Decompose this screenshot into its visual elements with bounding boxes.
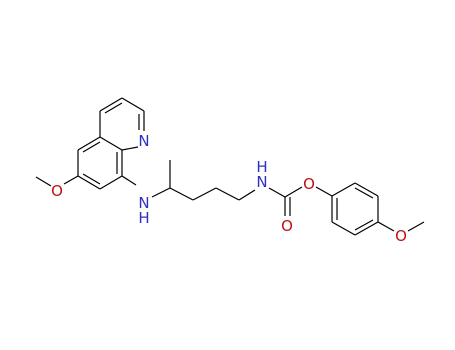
atom-hydrogen: H xyxy=(138,209,149,227)
atom-label: O xyxy=(51,182,63,200)
atom-labels: N O N H N H O O O xyxy=(51,132,407,245)
atom-label: N xyxy=(138,132,149,150)
atom-label: O xyxy=(281,217,293,235)
atom-label: O xyxy=(395,227,407,245)
atom-label: N xyxy=(138,194,149,212)
atom-label: N xyxy=(256,173,267,191)
bonds xyxy=(35,97,425,236)
atom-hydrogen: H xyxy=(256,158,267,176)
atom-label: O xyxy=(303,175,315,193)
